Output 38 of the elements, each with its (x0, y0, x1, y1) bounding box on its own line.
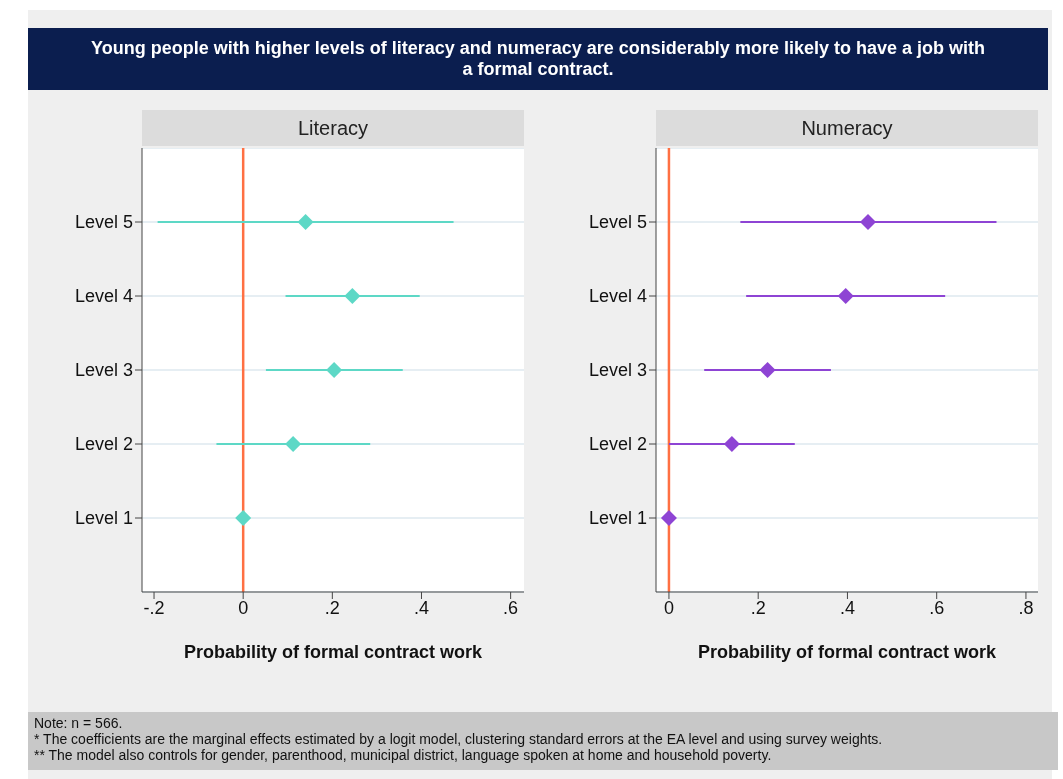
x-tick-label: .2 (324, 597, 340, 618)
x-tick-label: 0 (238, 597, 249, 618)
x-axis-title: Probability of formal contract work (183, 642, 484, 662)
text: * The coefficients are the marginal effects estimated by a logit model, clustering standard errors at the EA level and using survey weights. (34, 731, 884, 748)
point (285, 436, 302, 452)
y-tick-label: Level 2 (74, 434, 133, 455)
y-tick-label: Level 2 (588, 434, 647, 455)
y-tick-label: Level 1 (588, 508, 647, 529)
y-tick-label: Level 3 (74, 360, 133, 381)
x-tick-label: .2 (750, 597, 766, 618)
y-tick-label: Level 4 (588, 286, 647, 307)
chart-title: Young people with higher levels of literacy and numeracy are considerably more likely to have a job with a formal contract. (28, 28, 1048, 90)
x-tick-label: .8 (1018, 597, 1034, 618)
point (759, 362, 776, 378)
x-tick-label: 0 (663, 597, 674, 618)
y-tick-label: Level 5 (74, 212, 133, 233)
point (859, 214, 876, 230)
chart-subtitle: Literacy (142, 110, 524, 146)
point (723, 436, 740, 452)
y-tick-label: Level 1 (74, 508, 133, 529)
chart-subtitle: Numeracy (656, 110, 1038, 146)
x-tick-label: .4 (839, 597, 855, 618)
point (297, 214, 314, 230)
x-tick-label: .6 (929, 597, 945, 618)
point (235, 510, 252, 526)
text: ** The model also controls for gender, parenthood, municipal district, language spoken at home and household poverty. (34, 747, 773, 764)
text: Note: n = 566. (34, 715, 124, 732)
y-tick-label: Level 5 (588, 212, 647, 233)
point (837, 288, 854, 304)
y-tick-label: Level 3 (588, 360, 647, 381)
point (660, 510, 677, 526)
x-tick-label: .4 (413, 597, 429, 618)
point (344, 288, 361, 304)
x-tick-label: -.2 (143, 597, 165, 618)
x-tick-label: .6 (503, 597, 519, 618)
point (326, 362, 343, 378)
x-axis-title: Probability of formal contract work (697, 642, 998, 662)
y-tick-label: Level 4 (74, 286, 133, 307)
